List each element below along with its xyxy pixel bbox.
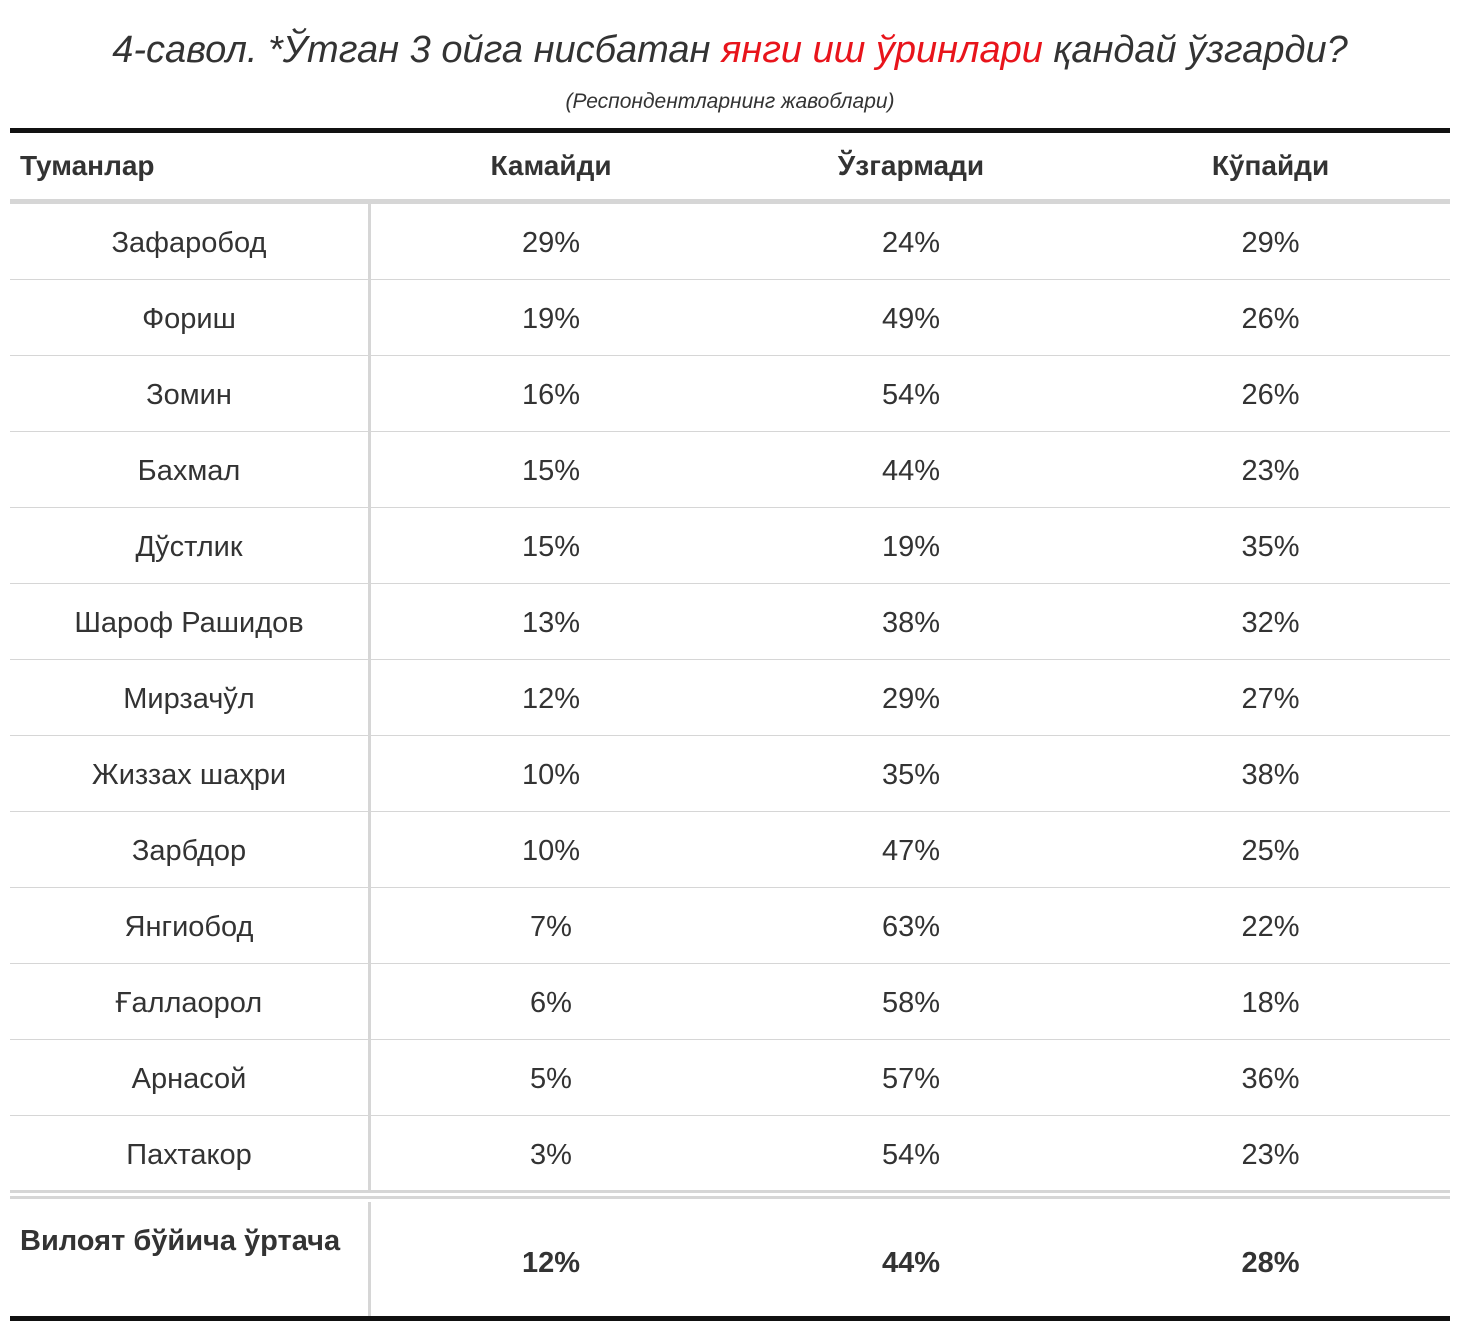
district-cell: Жиззах шаҳри [91,759,287,791]
district-cell: Зомин [146,379,232,411]
header-increased: Кўпайди [1211,150,1330,181]
district-cell: Бахмал [137,455,241,487]
increased-cell: 23% [1241,455,1300,487]
district-cell: Ғаллаорол [115,987,263,1019]
decreased-cell: 13% [521,607,581,639]
decreased-cell: 10% [521,835,581,867]
decreased-cell: 7% [530,911,572,943]
increased-cell: 36% [1241,1063,1300,1095]
unchanged-cell: 44% [881,455,941,487]
increased-cell: 35% [1241,531,1300,563]
unchanged-cell: 57% [881,1063,941,1095]
table-row: Пахтакор 3% 54% 23% [10,1116,1450,1192]
district-cell: Пахтакор [126,1139,252,1171]
increased-cell: 32% [1241,607,1300,639]
district-cell: Дўстлик [135,531,243,563]
footer-column-divider [368,1202,371,1316]
district-cell: Мирзачўл [123,683,255,715]
title-suffix: қандай ўзгарди? [1042,29,1348,71]
increased-cell: 25% [1241,835,1300,867]
decreased-cell: 29% [521,227,581,259]
table-row: Дўстлик 15% 19% 35% [10,508,1450,584]
increased-cell: 29% [1241,227,1300,259]
header-district: Туманлар [20,150,155,181]
footer-divider-bottom [10,1196,1450,1199]
decreased-cell: 15% [521,531,581,563]
unchanged-cell: 54% [881,1139,941,1171]
decreased-cell: 10% [521,759,581,791]
footer-decreased: 12% [521,1247,581,1279]
increased-cell: 26% [1241,379,1300,411]
column-divider [368,204,371,1190]
table-row: Жиззах шаҳри 10% 35% 38% [10,736,1450,812]
page-subtitle: (Респондентларнинг жавоблари) [565,90,895,113]
decreased-cell: 5% [530,1063,572,1095]
table-row: Зафаробод 29% 24% 29% [10,204,1450,280]
table-body: Зафаробод 29% 24% 29% Фориш 19% 49% 26% Зомин 16%… [10,204,1450,1192]
unchanged-cell: 35% [881,759,941,791]
header-divider [10,199,1450,204]
decreased-cell: 12% [521,683,581,715]
decreased-cell: 19% [521,303,581,335]
table-row: Зомин 16% 54% 26% [10,356,1450,432]
increased-cell: 26% [1241,303,1300,335]
table-footer-row: Вилоят бўйича ўртача 12% 44% 28% [10,1202,1450,1316]
footer-unchanged: 44% [881,1247,941,1279]
unchanged-cell: 49% [881,303,941,335]
unchanged-cell: 54% [881,379,941,411]
header-unchanged: Ўзгармади [837,150,985,181]
unchanged-cell: 38% [881,607,941,639]
table-row: Ғаллаорол 6% 58% 18% [10,964,1450,1040]
district-cell: Арнасой [131,1063,247,1095]
unchanged-cell: 19% [881,531,941,563]
decreased-cell: 6% [530,987,572,1019]
table-row: Арнасой 5% 57% 36% [10,1040,1450,1116]
decreased-cell: 16% [521,379,581,411]
table-row: Зарбдор 10% 47% 25% [10,812,1450,888]
unchanged-cell: 58% [881,987,941,1019]
table-row: Фориш 19% 49% 26% [10,280,1450,356]
decreased-cell: 3% [530,1139,572,1171]
district-cell: Зарбдор [131,835,247,867]
unchanged-cell: 47% [881,835,941,867]
table-row: Шароф Рашидов 13% 38% 32% [10,584,1450,660]
district-cell: Фориш [142,303,236,335]
increased-cell: 27% [1241,683,1300,715]
increased-cell: 38% [1241,759,1300,791]
table-bottom-rule [10,1316,1450,1321]
title-prefix: 4-савол. *Ўтган 3 ойга нисбатан [112,29,721,71]
increased-cell: 18% [1241,987,1300,1019]
unchanged-cell: 24% [881,227,941,259]
title-highlight: янги иш ўринлари [720,29,1043,71]
footer-increased: 28% [1241,1247,1300,1279]
table-row: Янгиобод 7% 63% 22% [10,888,1450,964]
table-header-row: Туманлар Камайди Ўзгармади Кўпайди [10,133,1450,199]
page-title: 4-савол. *Ўтган 3 ойга нисбатан янги иш … [0,26,1460,74]
district-cell: Зафаробод [111,227,267,259]
table-top-rule [10,128,1450,133]
table-row: Бахмал 15% 44% 23% [10,432,1450,508]
unchanged-cell: 29% [881,683,941,715]
unchanged-cell: 63% [881,911,941,943]
footer-label: Вилоят бўйича ўртача [20,1225,341,1257]
header-decreased: Камайди [490,150,612,181]
footer-divider-top [10,1190,1450,1193]
increased-cell: 22% [1241,911,1300,943]
district-cell: Шароф Рашидов [74,607,304,639]
decreased-cell: 15% [521,455,581,487]
increased-cell: 23% [1241,1139,1300,1171]
table-row: Мирзачўл 12% 29% 27% [10,660,1450,736]
district-cell: Янгиобод [124,911,254,943]
